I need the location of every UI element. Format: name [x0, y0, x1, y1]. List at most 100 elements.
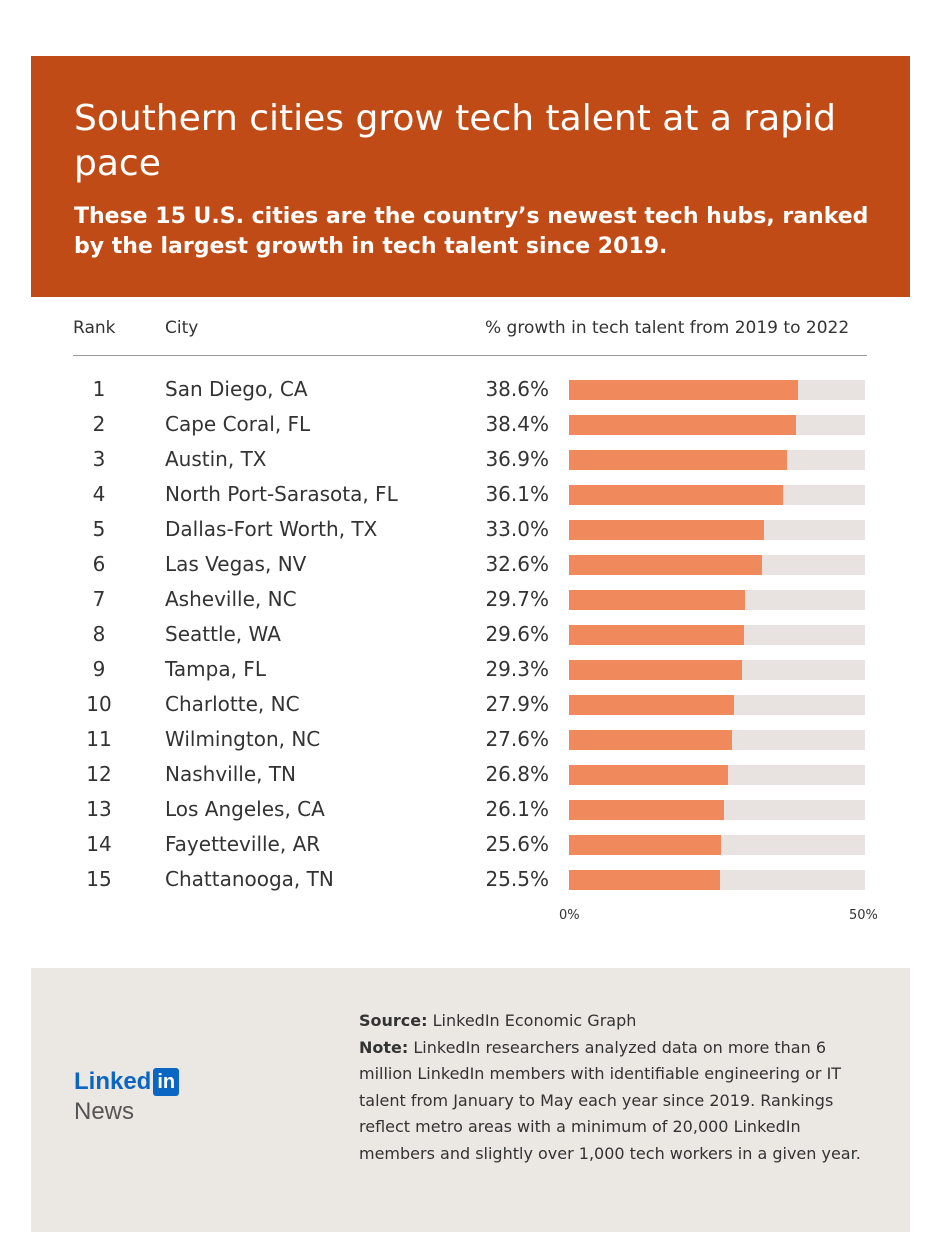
bar	[569, 870, 720, 890]
axis-label-max: 50%	[849, 908, 878, 923]
table-row: 4 North Port-Sarasota, FL 36.1%	[31, 477, 910, 512]
page-subtitle: These 15 U.S. cities are the country’s n…	[74, 204, 869, 259]
column-header-growth: % growth in tech talent from 2019 to 202…	[485, 318, 850, 338]
city-label: Asheville, NC	[165, 587, 297, 611]
linkedin-in-icon: in	[153, 1068, 180, 1096]
bar-track	[569, 625, 865, 645]
rank-label: 13	[86, 797, 112, 821]
logo-wordmark: Linked	[74, 1068, 152, 1095]
value-label: 29.6%	[485, 622, 549, 646]
bar-track	[569, 870, 865, 890]
bar-track	[569, 485, 865, 505]
header-banner: Southern cities grow tech talent at a ra…	[31, 56, 910, 297]
table-row: 3 Austin, TX 36.9%	[31, 442, 910, 477]
bar	[569, 485, 783, 505]
value-label: 36.9%	[485, 447, 549, 471]
table-row: 10 Charlotte, NC 27.9%	[31, 687, 910, 722]
bar-track	[569, 555, 865, 575]
city-label: Dallas-Fort Worth, TX	[165, 517, 378, 541]
rank-label: 9	[92, 657, 106, 681]
axis-label-min: 0%	[559, 908, 580, 923]
bar	[569, 555, 762, 575]
rank-label: 12	[86, 762, 112, 786]
bar	[569, 415, 797, 435]
city-label: Charlotte, NC	[165, 692, 300, 716]
bar-track	[569, 800, 865, 820]
column-header-rank: Rank	[73, 318, 116, 338]
footnotes: Source: LinkedIn Economic Graph Note: Li…	[359, 1008, 879, 1167]
table-row: 2 Cape Coral, FL 38.4%	[31, 407, 910, 442]
value-label: 25.5%	[485, 867, 549, 891]
linkedin-news-logo: Linked in News	[74, 1068, 180, 1126]
infographic-card: Southern cities grow tech talent at a ra…	[31, 56, 910, 1232]
bar	[569, 800, 724, 820]
rank-label: 11	[86, 727, 112, 751]
table-row: 1 San Diego, CA 38.6%	[31, 372, 910, 407]
rank-label: 2	[92, 412, 106, 436]
header-divider	[73, 355, 867, 356]
value-label: 33.0%	[485, 517, 549, 541]
city-label: San Diego, CA	[165, 377, 308, 401]
table-row: 7 Asheville, NC 29.7%	[31, 582, 910, 617]
city-label: Chattanooga, TN	[165, 867, 334, 891]
rank-label: 6	[92, 552, 106, 576]
city-label: Fayetteville, AR	[165, 832, 321, 856]
rank-label: 1	[92, 377, 106, 401]
value-label: 27.9%	[485, 692, 549, 716]
value-label: 26.8%	[485, 762, 549, 786]
table-row: 11 Wilmington, NC 27.6%	[31, 722, 910, 757]
bar	[569, 520, 765, 540]
value-label: 27.6%	[485, 727, 549, 751]
bar	[569, 590, 745, 610]
value-label: 26.1%	[485, 797, 549, 821]
bar	[569, 380, 798, 400]
logo-news-label: News	[74, 1098, 135, 1125]
city-label: Austin, TX	[165, 447, 267, 471]
value-label: 32.6%	[485, 552, 549, 576]
note-text: LinkedIn researchers analyzed data on mo…	[359, 1037, 861, 1163]
source-text: LinkedIn Economic Graph	[427, 1011, 637, 1030]
city-label: North Port-Sarasota, FL	[165, 482, 398, 506]
bar-track	[569, 835, 865, 855]
source-label: Source:	[359, 1011, 428, 1030]
footer-panel: Linked in News Source: LinkedIn Economic …	[31, 968, 910, 1232]
column-header-city: City	[165, 318, 199, 338]
bar-track	[569, 695, 865, 715]
city-label: Las Vegas, NV	[165, 552, 307, 576]
rank-label: 10	[86, 692, 112, 716]
bar-track	[569, 660, 865, 680]
table-row: 13 Los Angeles, CA 26.1%	[31, 792, 910, 827]
bar	[569, 695, 735, 715]
table-row: 6 Las Vegas, NV 32.6%	[31, 547, 910, 582]
city-label: Wilmington, NC	[165, 727, 321, 751]
bar	[569, 625, 745, 645]
source-line: Source: LinkedIn Economic Graph	[359, 1008, 879, 1035]
value-label: 25.6%	[485, 832, 549, 856]
bar	[569, 450, 788, 470]
bar-track	[569, 730, 865, 750]
value-label: 36.1%	[485, 482, 549, 506]
bar-track	[569, 380, 865, 400]
rank-label: 15	[86, 867, 112, 891]
rank-label: 14	[86, 832, 112, 856]
bar-track	[569, 450, 865, 470]
rank-label: 8	[92, 622, 106, 646]
table-row: 14 Fayetteville, AR 25.6%	[31, 827, 910, 862]
city-label: Los Angeles, CA	[165, 797, 325, 821]
rank-label: 7	[92, 587, 106, 611]
bar-track	[569, 590, 865, 610]
city-label: Nashville, TN	[165, 762, 297, 786]
rank-label: 5	[92, 517, 106, 541]
table-row: 15 Chattanooga, TN 25.5%	[31, 862, 910, 897]
rank-label: 3	[92, 447, 106, 471]
page-title: Southern cities grow tech talent at a ra…	[74, 98, 836, 184]
bar-track	[569, 765, 865, 785]
bar-track	[569, 415, 865, 435]
note-label: Note:	[359, 1037, 409, 1057]
rank-label: 4	[92, 482, 106, 506]
value-label: 38.6%	[485, 377, 549, 401]
table-row: 8 Seattle, WA 29.6%	[31, 617, 910, 652]
bar	[569, 660, 743, 680]
bar	[569, 730, 733, 750]
city-label: Cape Coral, FL	[165, 412, 311, 436]
